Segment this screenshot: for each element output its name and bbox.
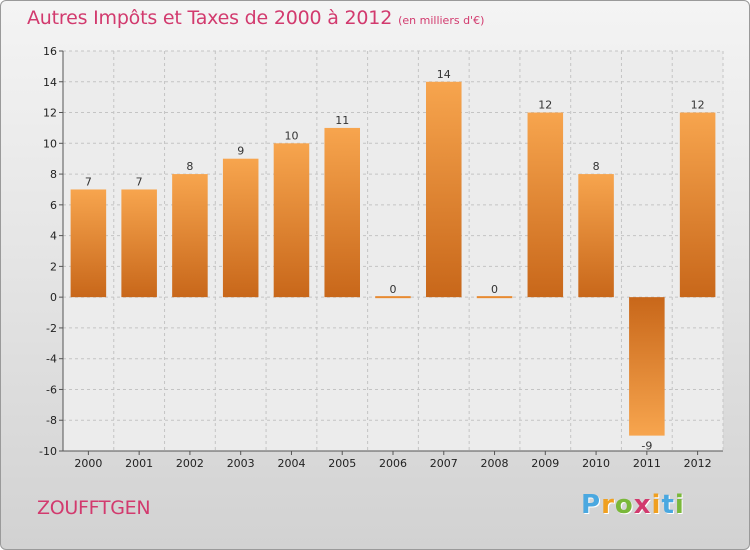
title-text: Autres Impôts et Taxes de 2000 à 2012 [27,7,393,29]
y-tick-label: -8 [46,414,57,427]
bar [121,189,157,298]
y-tick-label: -6 [46,383,57,396]
logo-letter: i [674,490,685,520]
x-tick-label: 2001 [125,457,153,470]
y-tick-label: 10 [43,137,57,150]
y-tick-label: -10 [39,445,57,458]
bar [375,296,411,299]
value-labels: 7 7 8 9 10 11 0 14 0 12 8 -9 12 [85,68,705,453]
logo-letter: o [614,490,634,520]
y-tick-label: 8 [50,168,57,181]
logo-letter: P [581,490,602,520]
x-tick-label: 2009 [531,457,559,470]
bar [172,174,208,298]
x-tick-label: 2010 [582,457,610,470]
y-tick-label: 2 [50,260,57,273]
y-tick-label: 16 [43,45,57,58]
bar [222,158,259,298]
y-tick-label: 0 [50,291,57,304]
x-tick-label: 2012 [684,457,712,470]
data-label: 12 [538,99,552,112]
data-label: 8 [186,160,193,173]
data-label: 7 [85,175,92,188]
chart-title: Autres Impôts et Taxes de 2000 à 2012 (en… [27,7,484,29]
x-tick-label: 2003 [227,457,255,470]
axes: -10 -8 -6 -4 -2 0 2 4 6 8 10 12 14 16 2000 2001 2002 2003… [39,45,723,470]
bar [70,189,107,298]
x-tick-label: 2004 [277,457,305,470]
data-label: 7 [136,175,143,188]
data-label: -9 [641,440,652,453]
title-unit: (en milliers d'€) [398,14,485,27]
y-tick-label: 4 [50,230,57,243]
x-tick-label: 2008 [481,457,509,470]
data-label: 8 [593,160,600,173]
x-tick-label: 2000 [74,457,102,470]
data-label: 9 [237,145,244,158]
proxiti-logo: Proxiti [581,490,685,520]
logo-letter: x [633,490,652,520]
bar [426,81,462,298]
y-tick-label: -4 [46,353,57,366]
logo-letter: r [601,490,615,520]
bar [679,112,716,298]
x-tick-label: 2005 [328,457,356,470]
data-label: 14 [437,68,451,81]
x-tick-label: 2006 [379,457,407,470]
data-label: 0 [390,283,397,296]
data-label: 10 [284,129,298,142]
commune-name: ZOUFFTGEN [37,497,151,519]
x-tick-label: 2011 [633,457,661,470]
data-label: 11 [335,114,349,127]
y-tick-label: 12 [43,107,57,120]
bar [527,112,564,298]
bar [324,127,360,298]
bar [273,143,310,298]
data-label: 12 [691,99,705,112]
y-tick-label: -2 [46,322,57,335]
plot-area [63,51,723,451]
y-tick-label: 14 [43,76,57,89]
logo-letter: t [661,490,675,520]
grid [62,50,724,452]
bar [578,174,614,298]
bar [629,297,665,436]
data-label: 0 [491,283,498,296]
x-tick-label: 2002 [176,457,204,470]
x-tick-label: 2007 [430,457,458,470]
bars [70,81,716,436]
logo-letter: i [651,490,662,520]
y-tick-label: 6 [50,199,57,212]
bar [476,296,513,299]
